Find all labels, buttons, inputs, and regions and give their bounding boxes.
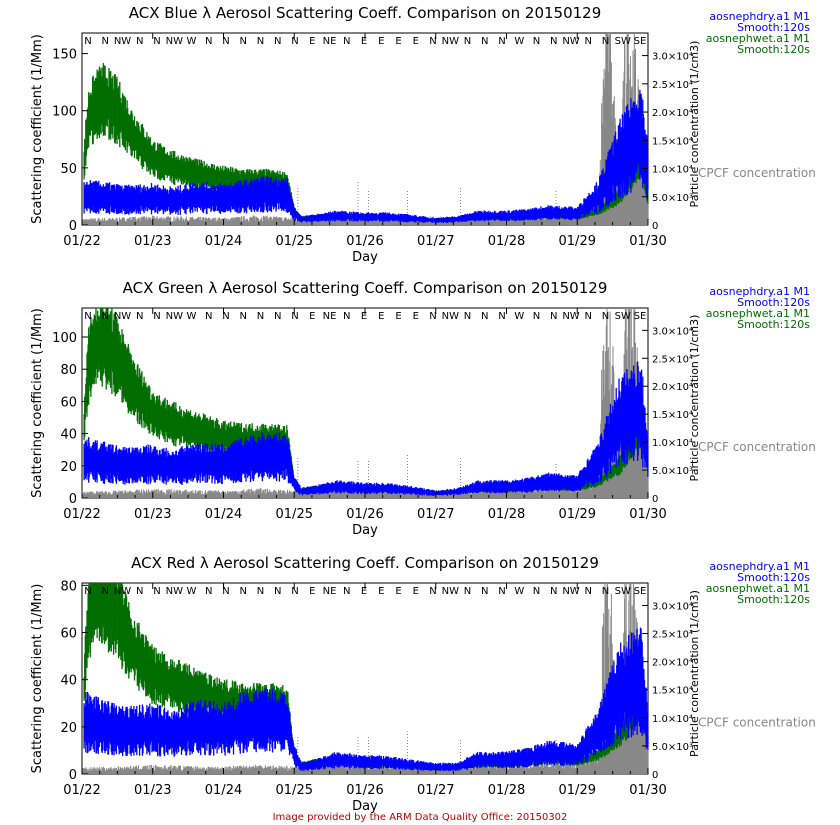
wind-direction-row: N N NW N N NW W N N N N N N E NE N E E E E N NW N N N W N N NW N N SW SE xyxy=(84,36,646,47)
x-tick-label: 01/28 xyxy=(488,234,525,249)
y2-tick-label: 3.0×10⁴ xyxy=(652,52,693,63)
y2-tick-label: 5.0×10³ xyxy=(652,193,693,204)
wind-dir-label: N xyxy=(136,36,143,47)
wind-dir-label: SW xyxy=(615,36,631,47)
wind-dir-label: N xyxy=(533,36,540,47)
x-tick-label: 01/29 xyxy=(559,234,596,249)
x-tick-label: 01/24 xyxy=(205,234,242,249)
wind-dir-label: N xyxy=(205,36,212,47)
x-axis-label: Day xyxy=(352,250,378,265)
wind-dir-label: N xyxy=(240,36,247,47)
wind-dir-label: N xyxy=(291,36,298,47)
wind-dir-label: NW xyxy=(166,36,183,47)
wind-dir-label: N xyxy=(481,36,488,47)
y2-tick-label: 2.5×10⁴ xyxy=(652,80,693,91)
wind-dir-label: NW xyxy=(442,36,459,47)
wind-dir-label: N xyxy=(84,36,91,47)
y-tick-label: 0 xyxy=(69,219,77,234)
wind-dir-label: E xyxy=(378,36,384,47)
x-tick-label: 01/26 xyxy=(346,234,383,249)
wind-dir-label: N xyxy=(274,36,281,47)
wind-dir-label: E xyxy=(309,36,315,47)
cpcf-label: CPCF concentration xyxy=(698,166,816,180)
y2-zero-label: 0 xyxy=(652,221,658,232)
legend-entry: aosnephdry.a1 M1 xyxy=(709,10,810,23)
wind-dir-label: N xyxy=(102,36,109,47)
x-tick-label: 01/30 xyxy=(629,234,666,249)
wind-dir-label: NE xyxy=(323,36,337,47)
y2-tick-label: 2.0×10⁴ xyxy=(652,108,693,119)
y-axis-label: Scattering coefficient (1/Mm) xyxy=(30,34,45,224)
wind-dir-label: E xyxy=(395,36,401,47)
legend-entry: Smooth:120s xyxy=(737,21,810,34)
wind-dir-label: N xyxy=(429,36,436,47)
wind-dir-label: N xyxy=(585,36,592,47)
y2-axis-label: Particle concentration (1/cm3) xyxy=(688,41,701,208)
legend: aosnephdry.a1 M1Smooth:120saosnephwet.a1… xyxy=(706,10,810,56)
wind-dir-label: NW xyxy=(114,36,131,47)
legend-entry: aosnephwet.a1 M1 xyxy=(706,32,810,45)
chart-title: ACX Green λ Aerosol Scattering Coeff. Co… xyxy=(123,279,608,297)
wind-dir-label: N xyxy=(222,36,229,47)
chart-panel-2: ACX Green λ Aerosol Scattering Coeff. Co… xyxy=(30,279,816,538)
wind-dir-label: N xyxy=(153,36,160,47)
x-tick-label: 01/23 xyxy=(134,234,171,249)
wind-dir-label: N xyxy=(498,36,505,47)
wind-dir-label: N xyxy=(602,36,609,47)
wind-dir-label: NW xyxy=(562,36,579,47)
y2-tick-label: 1.5×10⁴ xyxy=(652,136,693,147)
y2-tick-label: 1.0×10⁴ xyxy=(652,165,693,176)
x-tick-label: 01/27 xyxy=(417,234,454,249)
y-tick-label: 150 xyxy=(52,48,77,63)
x-tick-label: 01/25 xyxy=(276,234,313,249)
x-tick-label: 01/22 xyxy=(63,234,100,249)
legend-entry: Smooth:120s xyxy=(737,43,810,56)
wind-dir-label: SE xyxy=(634,36,647,47)
wind-dir-label: N xyxy=(464,36,471,47)
chart-title: ACX Blue λ Aerosol Scattering Coeff. Com… xyxy=(129,4,602,22)
wind-dir-label: W xyxy=(514,36,524,47)
wind-dir-label: N xyxy=(343,36,350,47)
wind-dir-label: N xyxy=(257,36,264,47)
wind-dir-label: E xyxy=(361,36,367,47)
wind-dir-label: N xyxy=(550,36,557,47)
wind-dir-label: W xyxy=(187,36,197,47)
y-tick-label: 50 xyxy=(60,162,77,177)
chart-panel-1: ACX Blue λ Aerosol Scattering Coeff. Com… xyxy=(30,4,816,265)
y-tick-label: 100 xyxy=(52,105,77,120)
wind-dir-label: E xyxy=(413,36,419,47)
series-aosnephdry xyxy=(83,89,649,223)
